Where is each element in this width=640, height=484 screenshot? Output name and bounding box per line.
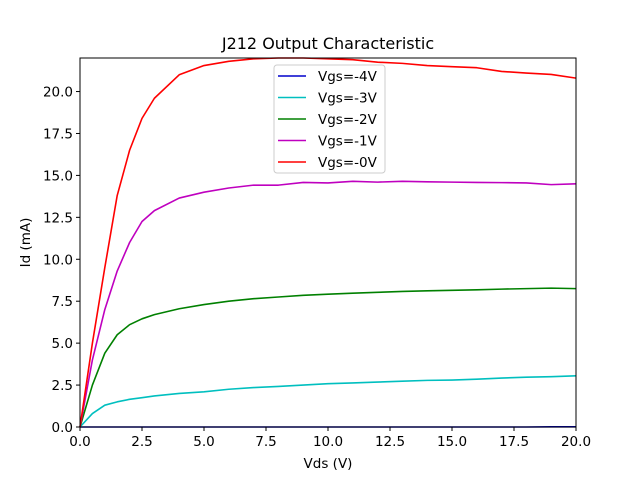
x-tick-label: 2.5 xyxy=(131,434,152,450)
x-tick-label: 20.0 xyxy=(561,434,591,450)
y-tick-label: 0.0 xyxy=(52,420,73,436)
x-tick-label: 7.5 xyxy=(255,434,276,450)
y-tick-label: 12.5 xyxy=(43,210,73,226)
x-tick-label: 17.5 xyxy=(499,434,529,450)
y-tick-label: 15.0 xyxy=(43,168,73,184)
y-axis-title: Id (mA) xyxy=(18,218,34,268)
legend-label-4: Vgs=-0V xyxy=(318,155,378,171)
legend-label-0: Vgs=-4V xyxy=(318,69,378,85)
x-tick-label: 0.0 xyxy=(69,434,90,450)
x-axis-title: Vds (V) xyxy=(304,456,353,472)
y-tick-label: 7.5 xyxy=(52,294,73,310)
legend-label-2: Vgs=-2V xyxy=(318,112,378,128)
y-tick-label: 5.0 xyxy=(52,336,73,352)
x-tick-label: 10.0 xyxy=(313,434,343,450)
chart-title: J212 Output Characteristic xyxy=(221,34,434,53)
y-tick-label: 10.0 xyxy=(43,252,73,268)
x-tick-label: 12.5 xyxy=(375,434,405,450)
y-tick-label: 17.5 xyxy=(43,126,73,142)
y-tick-label: 2.5 xyxy=(52,378,73,394)
legend-label-1: Vgs=-3V xyxy=(318,91,378,107)
y-tick-label: 20.0 xyxy=(43,85,73,101)
x-tick-label: 5.0 xyxy=(193,434,214,450)
legend-label-3: Vgs=-1V xyxy=(318,134,378,150)
x-tick-label: 15.0 xyxy=(437,434,467,450)
legend: Vgs=-4V Vgs=-3V Vgs=-2V Vgs=-1V Vgs=-0V xyxy=(274,65,385,173)
